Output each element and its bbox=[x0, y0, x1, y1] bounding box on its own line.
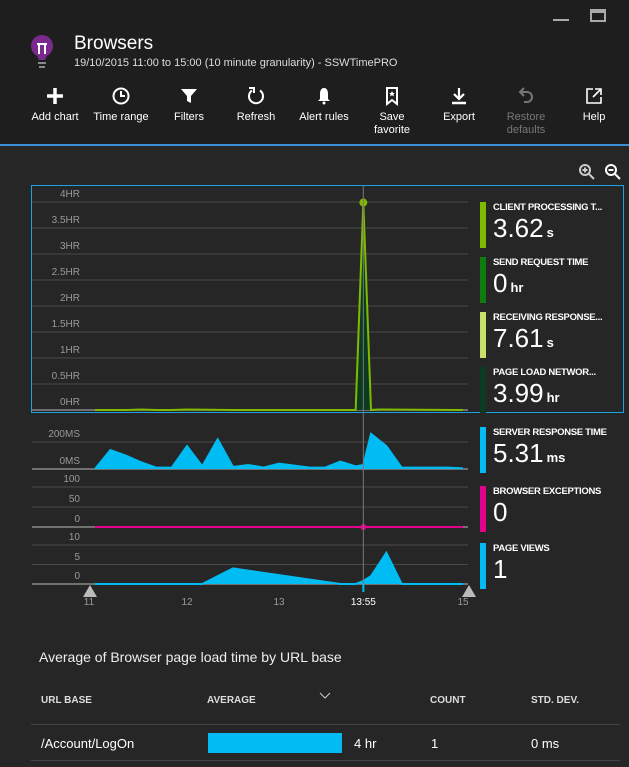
legend-value: 7.61 s bbox=[493, 323, 554, 353]
legend-value: 5.31 ms bbox=[493, 438, 566, 468]
legend-value: 0 hr bbox=[493, 268, 524, 298]
series-line bbox=[95, 550, 463, 585]
help-button[interactable]: Help bbox=[564, 86, 624, 124]
alert-rules-button[interactable]: Alert rules bbox=[294, 86, 354, 124]
std-dev-cell: 0 ms bbox=[531, 736, 560, 751]
series-area bbox=[95, 552, 463, 584]
add-chart-button[interactable]: Add chart bbox=[25, 86, 85, 124]
lightbulb-icon bbox=[31, 35, 53, 68]
column-header-count[interactable]: COUNT bbox=[430, 695, 466, 706]
legend-name: SEND REQUEST TIME bbox=[493, 257, 589, 268]
legend-color-bar bbox=[480, 486, 486, 532]
export-button[interactable]: Export bbox=[429, 86, 489, 124]
y-tick-label: 100 bbox=[63, 474, 80, 485]
series-line bbox=[94, 432, 464, 470]
toolbar-label: Time range bbox=[93, 111, 149, 123]
plus-icon bbox=[47, 88, 63, 104]
zoom-in-icon[interactable] bbox=[578, 163, 596, 181]
legend-name: PAGE VIEWS bbox=[493, 543, 550, 554]
url-base-cell: /Account/LogOn bbox=[41, 736, 135, 751]
legend-value: 1 bbox=[493, 554, 508, 584]
y-tick-label: 0 bbox=[74, 571, 80, 582]
legend-name: CLIENT PROCESSING T... bbox=[493, 202, 602, 213]
legend-name: RECEIVING RESPONSE... bbox=[493, 312, 603, 323]
series-area bbox=[95, 433, 463, 469]
average-cell: 4 hr bbox=[354, 736, 377, 751]
y-tick-label: 200MS bbox=[48, 429, 80, 440]
legend-value: 3.62 s bbox=[493, 213, 554, 243]
y-tick-label: 0MS bbox=[59, 456, 80, 467]
filter-icon bbox=[181, 89, 197, 103]
x-tick-label: 13 bbox=[273, 597, 285, 608]
legend-name: SERVER RESPONSE TIME bbox=[493, 427, 607, 438]
maximize-button[interactable] bbox=[590, 9, 606, 22]
filters-button[interactable]: Filters bbox=[159, 86, 219, 124]
y-tick-label: 4HR bbox=[59, 189, 80, 200]
x-tick-label: 15 bbox=[457, 597, 469, 608]
external-link-icon bbox=[586, 88, 602, 104]
legend-color-bar bbox=[480, 202, 486, 248]
toolbar-label: Refresh bbox=[236, 111, 276, 123]
blade-header: Browsers 19/10/2015 11:00 to 15:00 (10 m… bbox=[0, 0, 629, 146]
x-tick-label: 13:55 bbox=[350, 597, 376, 608]
range-end-handle bbox=[462, 585, 476, 597]
download-icon bbox=[452, 88, 466, 105]
table-title: Average of Browser page load time by URL… bbox=[39, 649, 342, 665]
series-line bbox=[95, 202, 464, 412]
legend-color-bar bbox=[480, 543, 486, 589]
legend-value: 0 bbox=[493, 497, 508, 527]
save-favorite-button[interactable]: Save favorite bbox=[362, 86, 422, 137]
y-tick-label: 3HR bbox=[59, 241, 80, 252]
column-header-average[interactable]: AVERAGE bbox=[207, 695, 256, 706]
toolbar-label: Help bbox=[582, 111, 606, 123]
y-tick-label: 1HR bbox=[59, 345, 80, 356]
legend-value: 3.99 hr bbox=[493, 378, 560, 408]
toolbar-label: Filters bbox=[174, 111, 204, 123]
page-subtitle: 19/10/2015 11:00 to 15:00 (10 minute gra… bbox=[74, 57, 398, 69]
bookmark-icon bbox=[386, 87, 398, 106]
minimize-button[interactable] bbox=[553, 19, 569, 21]
undo-icon bbox=[518, 87, 533, 103]
average-bar bbox=[208, 733, 342, 753]
x-tick-label: 12 bbox=[181, 597, 193, 608]
legend-name: BROWSER EXCEPTIONS bbox=[493, 486, 602, 497]
range-start-handle bbox=[83, 585, 97, 597]
toolbar-label: Add chart bbox=[31, 111, 79, 123]
column-header-url-base[interactable]: URL BASE bbox=[41, 695, 92, 706]
sort-chevron-down-icon[interactable] bbox=[319, 692, 331, 700]
selected-chart-frame[interactable] bbox=[31, 185, 624, 413]
zoom-out-icon[interactable] bbox=[604, 163, 622, 181]
x-tick-label: 11 bbox=[83, 597, 95, 608]
legend-color-bar bbox=[480, 367, 486, 413]
y-tick-label: 5 bbox=[74, 551, 80, 563]
y-tick-label: 3.5HR bbox=[51, 215, 80, 226]
legend-color-bar bbox=[480, 427, 486, 473]
refresh-icon bbox=[248, 87, 264, 105]
refresh-button[interactable]: Refresh bbox=[226, 86, 286, 124]
toolbar-label: Restore defaults bbox=[506, 111, 546, 136]
y-tick-label: 50 bbox=[68, 494, 80, 505]
y-tick-label: 0 bbox=[74, 514, 80, 525]
toolbar-label: Alert rules bbox=[299, 111, 349, 123]
charts-svg bbox=[32, 186, 476, 597]
legend-color-bar bbox=[480, 312, 486, 358]
count-cell: 1 bbox=[431, 736, 439, 751]
toolbar-label: Export bbox=[443, 111, 475, 123]
legend-color-bar bbox=[480, 257, 486, 303]
y-tick-label: 0.5HR bbox=[51, 371, 80, 382]
clock-icon bbox=[112, 87, 130, 105]
y-tick-label: 1.5HR bbox=[51, 319, 80, 330]
y-tick-label: 0HR bbox=[59, 397, 80, 408]
table-row[interactable] bbox=[31, 724, 620, 761]
page-title: Browsers bbox=[74, 33, 154, 54]
bell-icon bbox=[318, 88, 330, 105]
column-header-std-dev[interactable]: STD. DEV. bbox=[531, 695, 579, 706]
y-tick-label: 10 bbox=[68, 532, 80, 543]
y-tick-label: 2.5HR bbox=[51, 267, 80, 278]
time-range-button[interactable]: Time range bbox=[91, 86, 151, 124]
restore-defaults-button[interactable]: Restore defaults bbox=[496, 86, 556, 137]
y-tick-label: 2HR bbox=[59, 293, 80, 304]
legend-name: PAGE LOAD NETWOR... bbox=[493, 367, 596, 378]
toolbar-label: Save favorite bbox=[373, 111, 411, 136]
